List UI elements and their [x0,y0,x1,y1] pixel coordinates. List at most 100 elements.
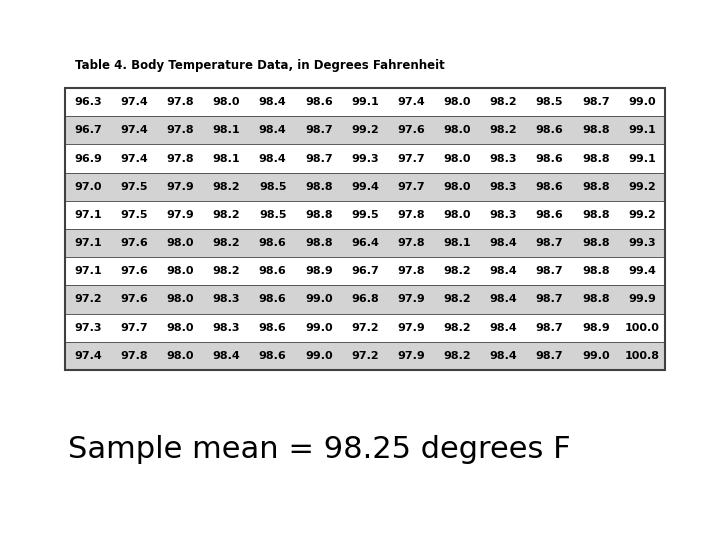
Text: 99.1: 99.1 [628,153,656,164]
Bar [65,88,665,116]
Text: 98.0: 98.0 [166,351,194,361]
Text: 97.6: 97.6 [397,125,425,136]
Text: 98.2: 98.2 [212,181,240,192]
Text: 98.7: 98.7 [536,266,564,276]
Text: 97.1: 97.1 [74,210,102,220]
Text: 98.0: 98.0 [213,97,240,107]
Text: 97.8: 97.8 [120,351,148,361]
Text: 99.1: 99.1 [628,125,656,136]
Text: 99.3: 99.3 [628,238,656,248]
Text: 98.4: 98.4 [258,97,287,107]
Text: 99.3: 99.3 [351,153,379,164]
Text: 98.8: 98.8 [305,210,333,220]
Text: 98.6: 98.6 [536,153,564,164]
Text: 98.6: 98.6 [258,266,287,276]
Text: 98.2: 98.2 [490,97,517,107]
Text: 98.2: 98.2 [444,294,471,305]
Text: 97.8: 97.8 [397,238,425,248]
Text: 97.6: 97.6 [120,294,148,305]
Text: 98.7: 98.7 [536,351,564,361]
Text: 98.0: 98.0 [444,181,471,192]
Text: 97.5: 97.5 [120,181,148,192]
Text: 97.4: 97.4 [74,351,102,361]
Text: 97.3: 97.3 [74,323,102,333]
Text: 97.6: 97.6 [120,266,148,276]
Text: 98.9: 98.9 [305,266,333,276]
Text: 98.1: 98.1 [212,125,240,136]
Text: 97.6: 97.6 [120,238,148,248]
Text: 98.0: 98.0 [166,294,194,305]
Text: 97.4: 97.4 [120,97,148,107]
Text: 98.0: 98.0 [166,266,194,276]
Text: 98.1: 98.1 [212,153,240,164]
Text: 96.3: 96.3 [74,97,102,107]
Text: 98.5: 98.5 [536,97,563,107]
Text: 97.2: 97.2 [351,323,379,333]
Text: 98.8: 98.8 [582,210,610,220]
Text: 98.7: 98.7 [305,125,333,136]
Bar [65,314,665,342]
Text: 97.9: 97.9 [166,210,194,220]
Text: 98.2: 98.2 [212,266,240,276]
Text: 97.9: 97.9 [166,181,194,192]
Text: 99.2: 99.2 [628,210,656,220]
Text: 98.4: 98.4 [490,294,518,305]
Text: 98.8: 98.8 [582,153,610,164]
Text: 98.8: 98.8 [582,294,610,305]
Text: 100.8: 100.8 [624,351,660,361]
Text: 98.6: 98.6 [536,125,564,136]
Text: 99.0: 99.0 [305,294,333,305]
Text: 97.7: 97.7 [397,181,425,192]
Text: 99.4: 99.4 [351,181,379,192]
Text: 98.2: 98.2 [212,238,240,248]
Text: 98.8: 98.8 [582,266,610,276]
Text: 98.6: 98.6 [258,294,287,305]
Text: 97.8: 97.8 [166,125,194,136]
Text: 98.5: 98.5 [259,210,287,220]
Text: 97.1: 97.1 [74,266,102,276]
Text: 97.9: 97.9 [397,294,425,305]
Text: 96.4: 96.4 [351,238,379,248]
Text: 99.2: 99.2 [351,125,379,136]
Bar [65,116,665,144]
Text: 99.0: 99.0 [582,351,610,361]
Text: 97.7: 97.7 [397,153,425,164]
Text: 98.2: 98.2 [212,210,240,220]
Bar [65,229,665,257]
Text: 97.2: 97.2 [74,294,102,305]
Text: 97.1: 97.1 [74,238,102,248]
Text: 97.2: 97.2 [351,351,379,361]
Text: 98.4: 98.4 [212,351,240,361]
Text: Table 4. Body Temperature Data, in Degrees Fahrenheit: Table 4. Body Temperature Data, in Degre… [75,59,445,72]
Bar [65,144,665,173]
Text: 98.2: 98.2 [444,266,471,276]
Text: 97.8: 97.8 [397,266,425,276]
Text: 96.8: 96.8 [351,294,379,305]
Text: 98.4: 98.4 [258,125,287,136]
Text: 97.8: 97.8 [166,153,194,164]
Text: 98.6: 98.6 [258,323,287,333]
Text: 98.2: 98.2 [444,351,471,361]
Text: 98.8: 98.8 [582,125,610,136]
Text: 98.0: 98.0 [444,97,471,107]
Text: 98.0: 98.0 [166,323,194,333]
Text: 99.0: 99.0 [305,351,333,361]
Text: 98.7: 98.7 [582,97,610,107]
Text: 98.1: 98.1 [444,238,471,248]
Bar [65,286,665,314]
Text: 96.7: 96.7 [74,125,102,136]
Text: 97.0: 97.0 [74,181,102,192]
Text: 98.7: 98.7 [536,238,564,248]
Text: Sample mean = 98.25 degrees F: Sample mean = 98.25 degrees F [68,435,571,464]
Text: 98.8: 98.8 [582,181,610,192]
Text: 98.0: 98.0 [444,153,471,164]
Text: 98.3: 98.3 [490,153,517,164]
Text: 97.9: 97.9 [397,351,425,361]
Text: 97.7: 97.7 [120,323,148,333]
Text: 98.8: 98.8 [305,181,333,192]
Text: 98.9: 98.9 [582,323,610,333]
Text: 98.6: 98.6 [258,351,287,361]
Text: 99.1: 99.1 [351,97,379,107]
Text: 98.3: 98.3 [490,210,517,220]
Text: 98.4: 98.4 [490,238,518,248]
